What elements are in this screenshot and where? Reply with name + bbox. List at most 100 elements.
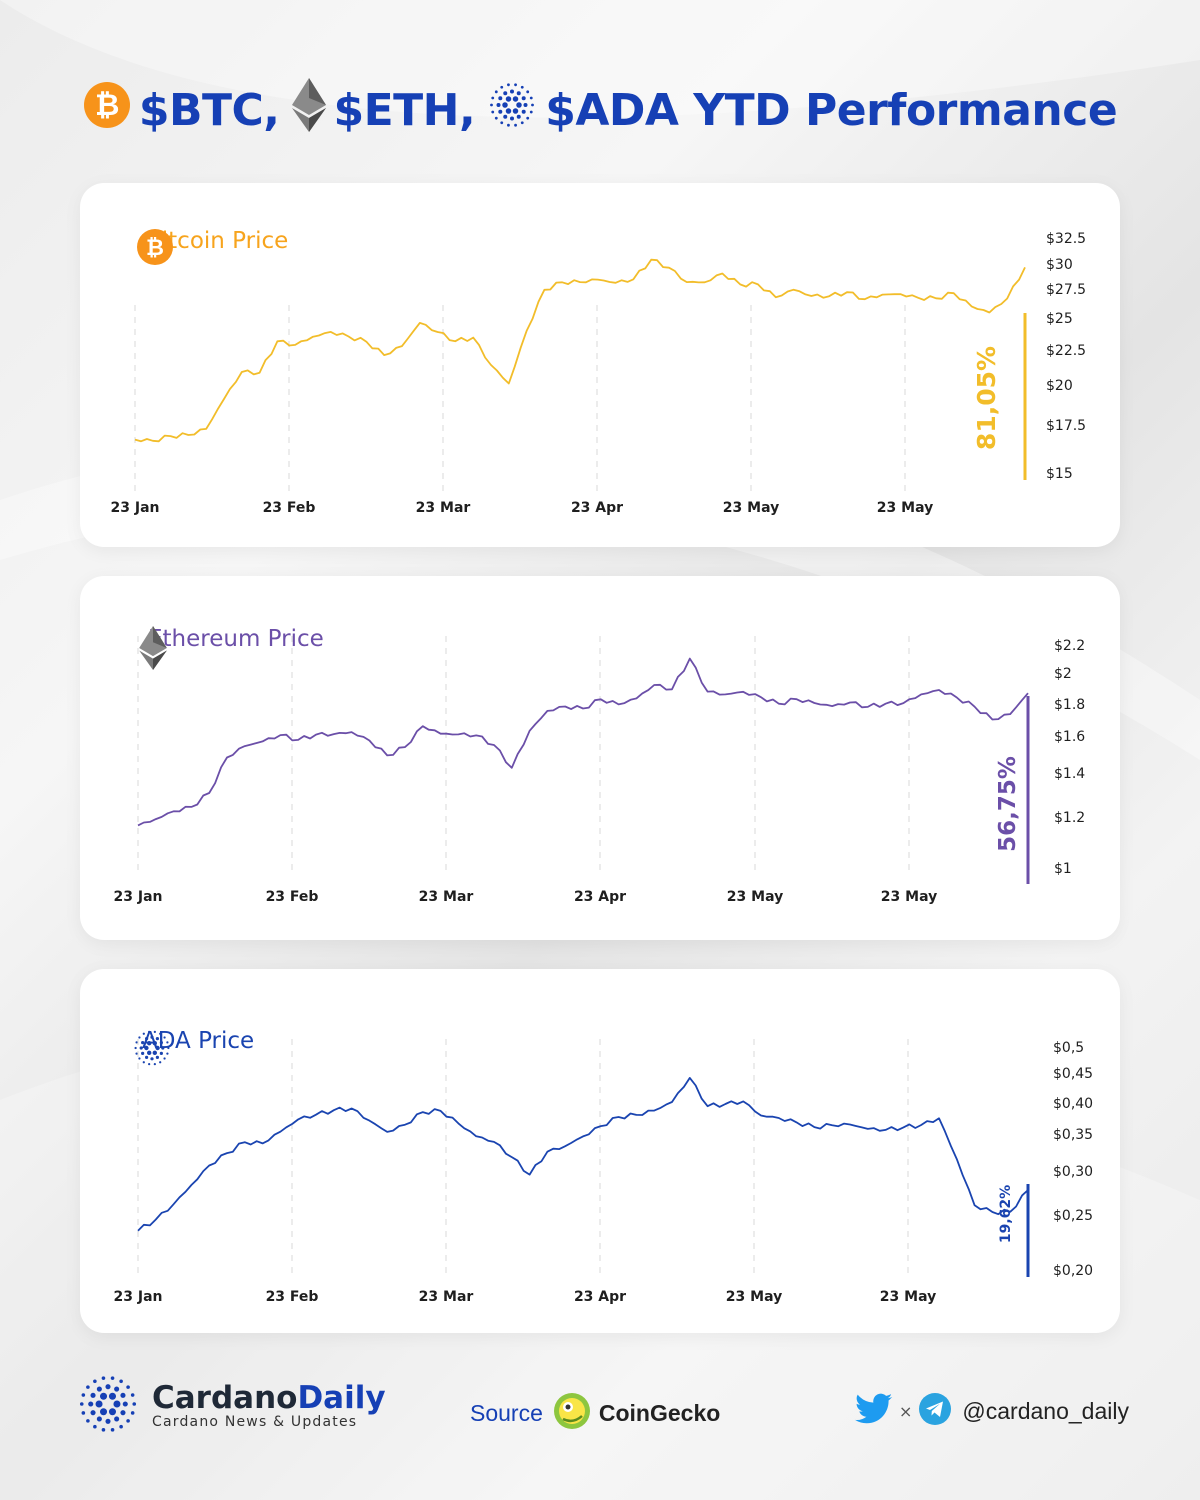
cardano-dot [147,1050,152,1056]
cardano-dot [86,1419,90,1423]
footer: CardanoDaily Cardano News & Updates Sour… [0,1372,1200,1452]
price-line [134,258,1026,443]
cardano-dot [152,1050,157,1056]
cardano-dot [96,1386,102,1392]
cardano-dot [531,103,535,106]
cardano-dot [134,1046,137,1050]
y-tick-label: $30 [1046,257,1073,273]
cardano-dot [507,82,511,86]
cardano-dot [147,1040,152,1046]
brand-name: CardanoDaily [152,1382,386,1414]
cardano-dot [114,1386,120,1392]
title-text-ada: $ADA YTD Performance [545,84,1118,136]
cardano-dot [496,102,501,107]
y-tick-label: $0,5 [1053,1040,1084,1056]
ethereum-chart-header: Ethereum Price [138,626,324,670]
cardano-dot [141,1051,145,1055]
telegram-icon[interactable] [918,1392,952,1430]
cardano-dot [155,1037,159,1041]
y-tick-label: $0,40 [1053,1096,1093,1112]
twitter-icon[interactable] [855,1393,893,1429]
cardano-dot [110,1376,115,1380]
change-label-group: 19,62% [998,1185,1014,1243]
y-tick-label: $1.4 [1054,766,1085,782]
y-tick-label: $1 [1054,861,1072,877]
cardano-dot [166,1052,169,1055]
cardano-dot [148,1030,151,1033]
cardano-dot [155,1055,159,1059]
cardano-dot [130,1411,135,1415]
cardano-dot [521,95,526,100]
cardano-dot [144,1045,149,1051]
cardano-dot [503,114,508,119]
cardano-dot [150,1035,154,1039]
cardano-dot [512,95,519,102]
brand-name-part1: Cardano [152,1380,298,1416]
source-label: Source [470,1399,543,1426]
x-tick-label: 23 Jan [111,500,160,516]
y-tick-label: $1.2 [1054,810,1085,826]
bitcoin-chart-header: ₿ Bitcoin Price [136,228,288,265]
y-tick-label: $17.5 [1046,418,1086,434]
cardano-dot [138,1057,141,1060]
cardano-dot [521,109,526,114]
cardano-dot [491,110,495,113]
ethereum-chart-plot: 23 Jan 23 Feb 23 Mar 23 Apr 23 May 23 May $2.2… [114,636,1085,905]
title-segment-eth: $ETH, [291,77,476,143]
cardano-dot [495,89,498,93]
page-title: ₿ $BTC, $ETH, $ADA YTD Performance [0,70,1200,150]
x-tick-label: 23 Mar [416,500,471,516]
social-handle[interactable]: @cardano_daily [962,1397,1129,1424]
cardano-dot [96,1416,102,1422]
ethereum-icon [291,77,326,143]
cardano-dot [514,123,518,127]
cardano-dot [126,1419,130,1423]
cardano-dot [512,107,519,114]
cardano-dot [502,101,508,108]
svg-text:₿: ₿ [146,236,164,261]
source-name: CoinGecko [598,1399,721,1426]
y-tick-label: $0,25 [1053,1208,1093,1224]
cardano-dot [516,114,521,119]
cardano-dot [108,1408,116,1416]
cardano-dot [163,1057,166,1060]
social-links: × @cardano_daily [855,1392,1129,1430]
price-line [137,1077,1029,1232]
cardano-dot [120,1392,126,1398]
cardano-dot [159,1061,162,1064]
x-tick-label: 23 Apr [571,500,623,516]
ada-chart-plot: 23 Jan 23 Feb 23 Mar 23 Apr 23 May 23 May $0,5… [114,1039,1093,1305]
cardano-dot [79,1402,84,1406]
cardano-dot [90,1392,96,1398]
cardano-dot [138,1036,141,1039]
cardano-dot [155,1045,160,1051]
cardano-dot [159,1041,163,1045]
bitcoin-chart-card: ₿ Bitcoin Price 23 Jan 23 Feb 23 Mar 23 Apr… [80,183,1120,547]
cardano-dot [119,1424,123,1429]
social-separator: × [899,1401,913,1421]
cardano-dot [139,1046,143,1050]
x-tick-label: 23 May [727,889,783,905]
cardano-dot [135,1041,138,1044]
title-text-btc: $BTC, [138,84,280,136]
x-tick-label: 23 Feb [266,889,319,905]
cardano-dot [153,1030,156,1033]
cardano-dot [505,95,512,102]
cardano-dot [101,1376,106,1380]
cardano-dot [521,120,524,124]
y-tick-label: $22.5 [1046,343,1086,359]
cardano-dot [490,103,494,106]
x-tick-label: 23 May [726,1289,782,1305]
x-tick-label: 23 Jan [114,889,163,905]
ethereum-chart-card: Ethereum Price 23 Jan 23 Feb 23 Mar 23 Apr 2… [80,576,1120,940]
cardano-dot [108,1392,116,1400]
x-tick-label: 23 Apr [574,889,626,905]
cardano-dot [90,1410,96,1416]
cardano-dot [145,1037,149,1041]
cardano-dot [505,107,512,114]
cardano-dot [150,1057,154,1061]
y-tick-label: $25 [1046,311,1073,327]
cardano-dot [142,1061,145,1064]
y-tick-label: $1.8 [1054,697,1085,713]
cardano-dot [159,1032,162,1035]
